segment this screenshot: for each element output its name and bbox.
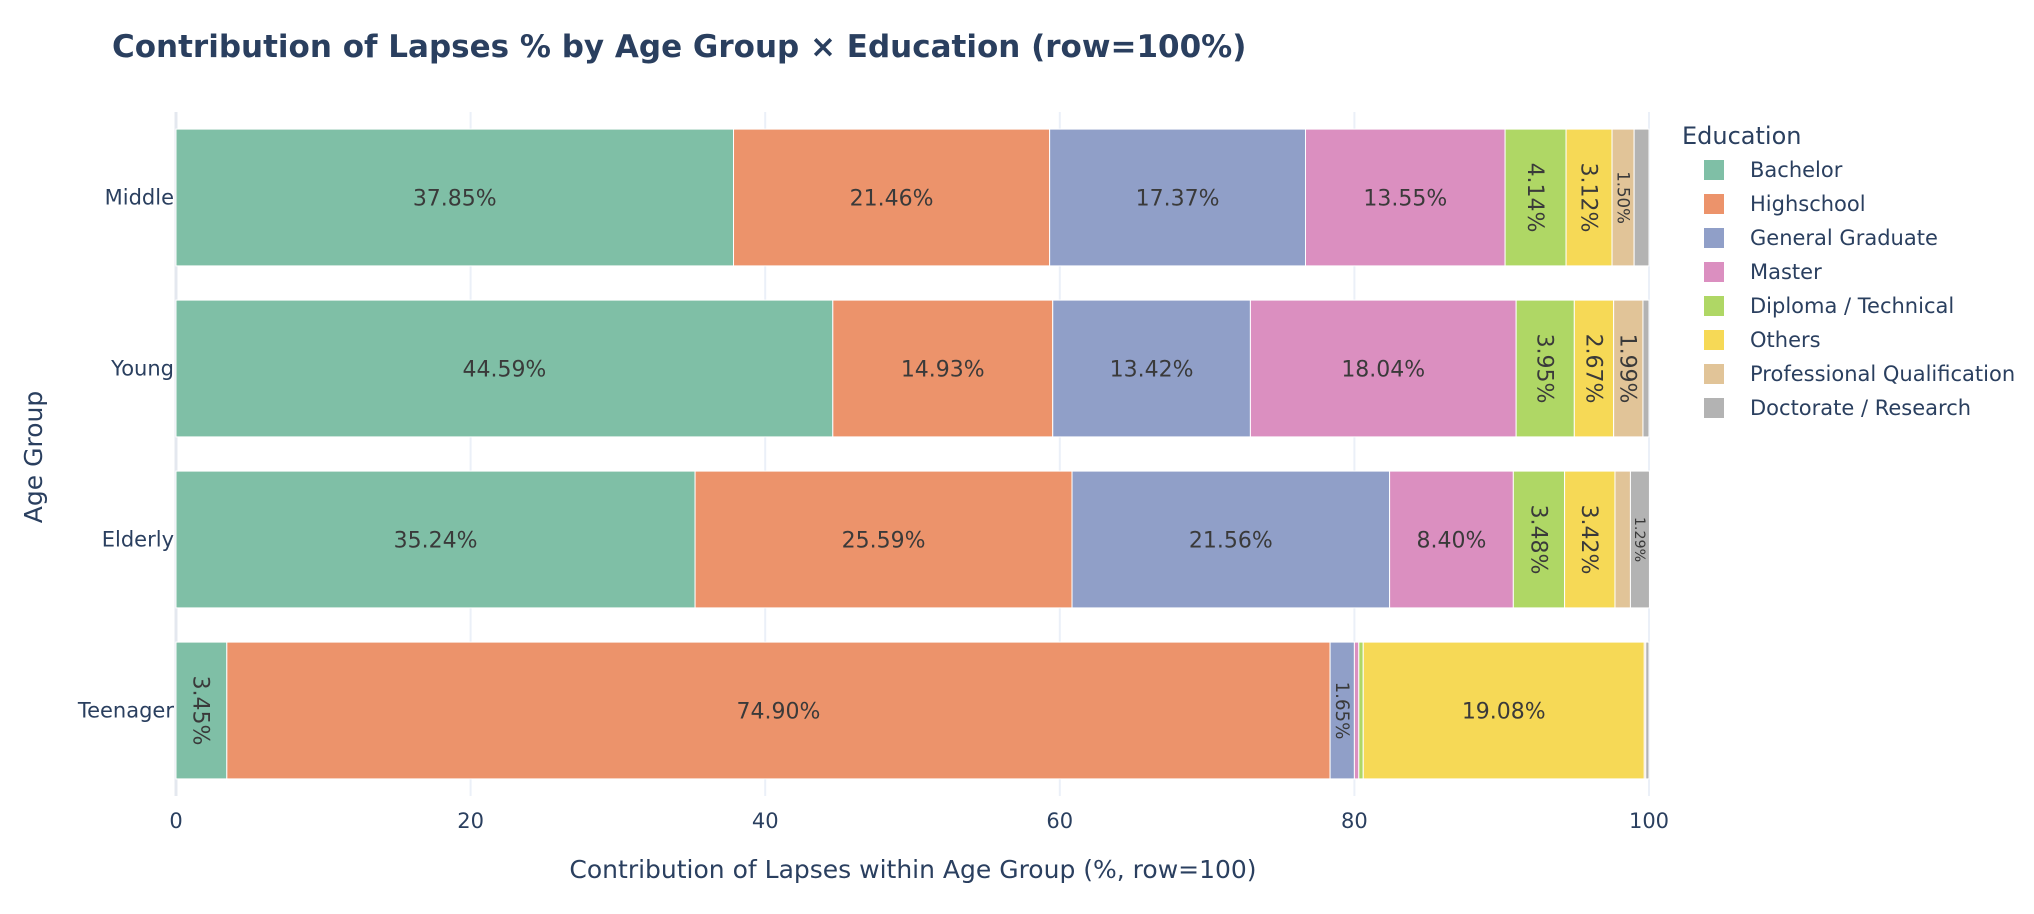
bar-segment (1633, 128, 1650, 267)
legend-swatch (1704, 194, 1724, 214)
bar-segment (1329, 641, 1355, 780)
legend-swatch (1704, 398, 1724, 418)
data-label: 1.50% (1613, 171, 1632, 224)
bar-segment (1358, 641, 1364, 780)
x-tick-label: 60 (1046, 809, 1073, 833)
bar-segment (1049, 128, 1306, 267)
data-label: 13.42% (1110, 358, 1194, 383)
legend-label: Master (1750, 260, 1822, 284)
legend: Education Bachelor Highschool General Grad… (1682, 122, 2015, 420)
bar-segment (1504, 128, 1567, 267)
bar-segment (1645, 641, 1650, 780)
data-label: 44.59% (462, 358, 546, 383)
data-label: 25.59% (842, 529, 926, 554)
data-label: 21.56% (1189, 529, 1273, 554)
data-label: 8.40% (1417, 529, 1487, 554)
data-label: 1.29% (1631, 517, 1647, 562)
legend-swatch (1704, 330, 1724, 350)
bar-segment (1353, 641, 1360, 780)
bar-segment (175, 470, 696, 609)
bar-segment (175, 299, 834, 438)
bar-segment (1614, 470, 1631, 609)
bar-segment (1052, 299, 1251, 438)
legend-label: Bachelor (1750, 158, 1843, 182)
data-label: 18.04% (1341, 358, 1425, 383)
data-labels: 37.85% 21.46% 17.37% 13.55% 4.14% 3.12% 1.50% 4… (188, 163, 1647, 746)
legend-swatch (1704, 160, 1724, 180)
bar-segment (1071, 470, 1391, 609)
y-axis-title: Age Group (19, 391, 48, 523)
x-tick-label: 20 (457, 809, 484, 833)
bar-segment (1642, 299, 1650, 438)
data-label: 21.46% (850, 187, 934, 212)
bar-segment (226, 641, 1331, 780)
x-axis-title: Contribution of Lapses within Age Group … (569, 855, 1256, 884)
data-label: 74.90% (737, 700, 821, 725)
legend-title: Education (1682, 122, 1801, 150)
x-tick-label: 0 (169, 809, 182, 833)
bar-segment (175, 641, 228, 780)
legend-label: Highschool (1750, 192, 1866, 216)
y-tick-label: Teenager (77, 699, 175, 723)
data-label: 1.99% (1615, 334, 1640, 404)
legend-label: Doctorate / Research (1750, 396, 1971, 420)
legend-label: Others (1750, 328, 1821, 352)
bar-segment (1564, 470, 1616, 609)
y-tick-label: Middle (105, 186, 174, 210)
data-label: 19.08% (1462, 700, 1546, 725)
data-label: 3.48% (1525, 505, 1550, 575)
data-label: 35.24% (394, 529, 478, 554)
axes: 0 20 40 60 80 100 Middle Young Elderly Teenager (77, 186, 1669, 834)
legend-label: Diploma / Technical (1750, 294, 1954, 318)
chart-title: Contribution of Lapses % by Age Group × … (112, 29, 1246, 65)
x-tick-label: 40 (752, 809, 779, 833)
bar-segment (694, 470, 1073, 609)
bar-segment (1512, 470, 1566, 609)
legend-label: Professional Qualification (1750, 362, 2015, 386)
data-label: 14.93% (901, 358, 985, 383)
bar-segment (1389, 470, 1514, 609)
data-label: 3.45% (188, 676, 213, 746)
bar-segment (1304, 128, 1506, 267)
bar-segment (1249, 299, 1517, 438)
bar-segment (1515, 299, 1575, 438)
bar-segment (1362, 641, 1645, 780)
data-label: 3.42% (1576, 505, 1601, 575)
y-tick-label: Elderly (102, 528, 174, 552)
legend-swatch (1704, 364, 1724, 384)
bar-segment (733, 128, 1051, 267)
data-label: 13.55% (1363, 187, 1447, 212)
legend-swatch (1704, 262, 1724, 282)
bars (175, 128, 1650, 780)
legend-label: General Graduate (1750, 226, 1938, 250)
data-label: 1.65% (1331, 682, 1352, 740)
legend-swatch (1704, 228, 1724, 248)
data-label: 4.14% (1522, 163, 1547, 233)
bar-segment (832, 299, 1054, 438)
bar-segment (1629, 470, 1650, 609)
x-tick-label: 80 (1341, 809, 1368, 833)
data-label: 17.37% (1136, 187, 1220, 212)
y-tick-label: Young (110, 357, 174, 381)
bar-segment (1565, 128, 1613, 267)
x-tick-label: 100 (1629, 809, 1669, 833)
data-label: 3.95% (1532, 334, 1557, 404)
bar-segment (1573, 299, 1615, 438)
data-label: 3.12% (1575, 163, 1600, 233)
legend-swatch (1704, 296, 1724, 316)
data-label: 37.85% (413, 187, 497, 212)
bar-segment (1613, 299, 1644, 438)
data-label: 2.67% (1580, 334, 1605, 404)
